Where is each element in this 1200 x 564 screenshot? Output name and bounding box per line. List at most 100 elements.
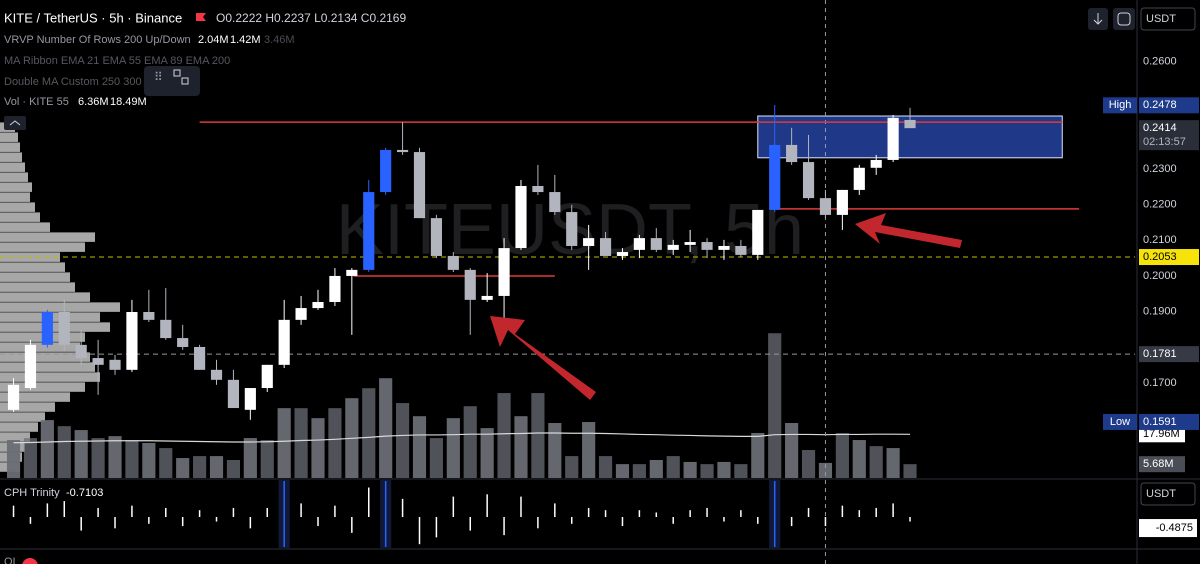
volume-bar	[125, 440, 139, 478]
collapse-icon	[9, 120, 21, 126]
countdown: 02:13:57	[1143, 136, 1186, 148]
volume-bar	[565, 456, 579, 478]
legend-toolbar[interactable]	[144, 66, 200, 96]
candle-body	[75, 344, 87, 359]
volume-bar	[768, 333, 782, 478]
volume-bar	[142, 442, 156, 478]
profile-row	[0, 432, 30, 442]
legend-value: 2.04M	[198, 34, 229, 46]
volume-bar	[159, 448, 173, 478]
volume-bar	[328, 408, 342, 478]
collapse-button[interactable]	[4, 116, 26, 130]
legend-value: 18.49M	[110, 96, 147, 108]
candle-body	[261, 364, 273, 389]
volume-bar	[497, 393, 511, 478]
candle-body	[329, 275, 341, 303]
profile-row	[0, 272, 70, 282]
volume-bar	[193, 456, 207, 478]
volume-bar	[74, 430, 88, 478]
candle-body	[92, 358, 104, 365]
profile-row	[0, 412, 45, 422]
candle-body	[599, 238, 612, 256]
candle-body	[210, 369, 223, 380]
profile-row	[0, 392, 70, 402]
candle-body	[769, 144, 781, 210]
candle-body	[7, 384, 20, 410]
profile-row	[0, 142, 20, 152]
profile-row	[0, 242, 85, 252]
candle-body	[24, 344, 37, 389]
volume-bar	[666, 456, 680, 478]
profile-row	[0, 132, 18, 142]
candle-body	[430, 218, 442, 256]
volume-bar	[294, 408, 308, 478]
price-label: 0.2414	[1143, 122, 1177, 134]
profile-row	[0, 402, 55, 412]
candle-body	[870, 159, 882, 168]
profile-row	[0, 232, 95, 242]
volume-bar	[514, 416, 528, 478]
volume-bar	[362, 388, 376, 478]
profile-row	[0, 292, 90, 302]
profile-row	[0, 342, 80, 352]
volume-bar	[40, 420, 54, 478]
symbol-title: KITE / TetherUS · 5h · Binance	[4, 10, 182, 25]
candle-body	[481, 295, 493, 300]
candle-body	[498, 248, 510, 296]
candle-body	[227, 379, 240, 409]
volume-bar	[446, 418, 460, 478]
y-tick-label: 0.2000	[1143, 270, 1177, 282]
volume-bar	[734, 464, 748, 478]
candle-body	[819, 198, 832, 215]
volume-bar	[209, 456, 224, 478]
price-label: 0.1591	[1143, 416, 1177, 428]
volume-bar	[548, 423, 562, 478]
profile-row	[0, 182, 32, 192]
candle-body	[633, 238, 645, 250]
volume-bar	[632, 464, 646, 478]
arrow	[855, 213, 962, 248]
y-tick-label: 0.2100	[1143, 234, 1177, 246]
candle-body	[532, 185, 544, 193]
volume-bar	[243, 438, 257, 478]
legend-text: VRVP Number Of Rows 200 Up/Down	[4, 34, 191, 46]
profile-row	[0, 352, 90, 362]
arrow	[490, 316, 596, 400]
volume-bar	[226, 459, 241, 478]
volume-bar	[903, 464, 917, 478]
candle-body	[126, 312, 138, 370]
volume-bar	[108, 436, 122, 478]
candle-body	[904, 119, 916, 129]
price-label-bg	[1139, 249, 1199, 266]
y-tick-label: 0.1900	[1143, 306, 1177, 318]
profile-row	[0, 202, 35, 212]
reset-button[interactable]	[1113, 8, 1135, 30]
currency-select[interactable]	[1140, 482, 1196, 506]
candle-body	[887, 117, 899, 160]
currency: USDT	[1146, 13, 1176, 25]
y-tick-label: 0.2200	[1143, 198, 1177, 210]
legend-value: 6.36M	[78, 96, 109, 108]
profile-row	[0, 362, 95, 372]
volume-label: 17.96M	[1143, 428, 1180, 440]
price-axis: -0.4875 0.2600 0.2300 0.2200 0.2100 0.2000 0.1…	[1103, 56, 1199, 538]
profile-row	[0, 262, 65, 272]
volume-bar	[717, 461, 731, 478]
candle-body	[413, 152, 426, 219]
candle-body	[836, 189, 848, 215]
volume-bar	[412, 416, 427, 478]
currency-select[interactable]	[1140, 7, 1196, 31]
volume-bar	[531, 393, 545, 478]
volume-bar	[649, 459, 663, 478]
alert-dot	[22, 558, 38, 564]
candle-body	[684, 242, 696, 245]
price-label-bg	[1139, 346, 1199, 363]
candle-body	[616, 252, 629, 256]
price-label-bg	[1139, 120, 1199, 151]
profile-row	[0, 282, 75, 292]
tag-bg	[1103, 413, 1137, 430]
candle-body	[396, 149, 409, 153]
candle-body	[786, 144, 798, 163]
profile-row	[0, 212, 40, 222]
candle-body	[701, 242, 713, 250]
